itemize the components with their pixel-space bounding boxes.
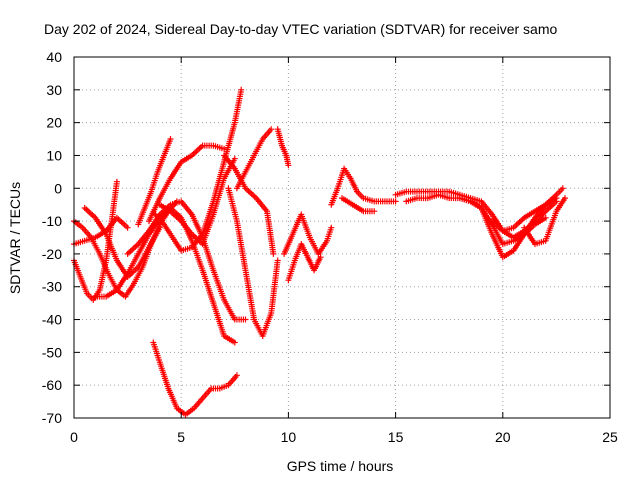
series-arc-7	[135, 136, 174, 228]
y-tick-label: -60	[42, 377, 62, 393]
data-points	[71, 86, 568, 418]
y-tick-label: 20	[46, 115, 62, 131]
data-point-marks	[489, 195, 560, 234]
x-tick-label: 20	[495, 429, 511, 445]
series-arc-20	[392, 188, 560, 241]
y-tick-label: 30	[46, 82, 62, 98]
data-point-marks	[274, 126, 292, 169]
chart-title: Day 202 of 2024, Sidereal Day-to-day VTE…	[44, 21, 557, 37]
y-tick-label: 40	[46, 49, 62, 65]
series-arc-19	[339, 195, 378, 215]
data-point-marks	[285, 241, 324, 284]
series-arc-24	[521, 195, 568, 248]
data-point-marks	[233, 126, 275, 192]
axis-ticks	[73, 56, 611, 419]
series-arc-9	[152, 86, 245, 254]
data-point-marks	[225, 185, 281, 339]
series-arc-14	[233, 126, 275, 192]
series-arc-17	[285, 241, 324, 284]
series-arc-11	[150, 339, 240, 418]
y-tick-label: 0	[54, 180, 62, 196]
series-arc-15	[274, 126, 292, 169]
series-arc-8	[146, 142, 228, 225]
data-point-marks	[146, 142, 228, 225]
series-arc-13	[225, 185, 281, 339]
x-tick-labels: 0 5 10 15 20 25	[70, 429, 618, 445]
data-point-marks	[152, 86, 245, 254]
x-tick-label: 15	[388, 429, 404, 445]
data-point-marks	[392, 188, 560, 241]
data-point-marks	[339, 195, 378, 215]
series-arc-12	[221, 152, 277, 257]
x-tick-label: 10	[281, 429, 297, 445]
y-tick-label: -20	[42, 246, 62, 262]
x-tick-label: 0	[70, 429, 78, 445]
plot-frame	[73, 56, 611, 419]
data-point-marks	[281, 211, 335, 257]
grid-lines	[74, 57, 610, 418]
y-tick-label: -50	[42, 344, 62, 360]
y-tick-label: -10	[42, 213, 62, 229]
data-point-marks	[156, 155, 238, 248]
y-tick-labels: -70 -60 -50 -40 -30 -20 -10 0 10 20 30 40	[42, 49, 62, 426]
x-tick-label: 25	[602, 429, 618, 445]
y-axis-title: SDTVAR / TECUs	[7, 182, 23, 294]
series-arc-10	[156, 155, 238, 248]
series-arc-16	[281, 211, 335, 257]
series-arc-18	[328, 165, 399, 208]
data-point-marks	[221, 152, 277, 257]
x-axis-title: GPS time / hours	[287, 458, 394, 474]
data-point-marks	[328, 165, 399, 208]
y-tick-label: -70	[42, 410, 62, 426]
series-arc-23	[489, 195, 560, 234]
y-tick-label: -30	[42, 279, 62, 295]
x-tick-label: 5	[177, 429, 185, 445]
y-tick-label: -40	[42, 312, 62, 328]
data-point-marks	[521, 195, 568, 248]
y-tick-label: 10	[46, 147, 62, 163]
data-point-marks	[150, 339, 240, 418]
data-point-marks	[135, 136, 174, 228]
